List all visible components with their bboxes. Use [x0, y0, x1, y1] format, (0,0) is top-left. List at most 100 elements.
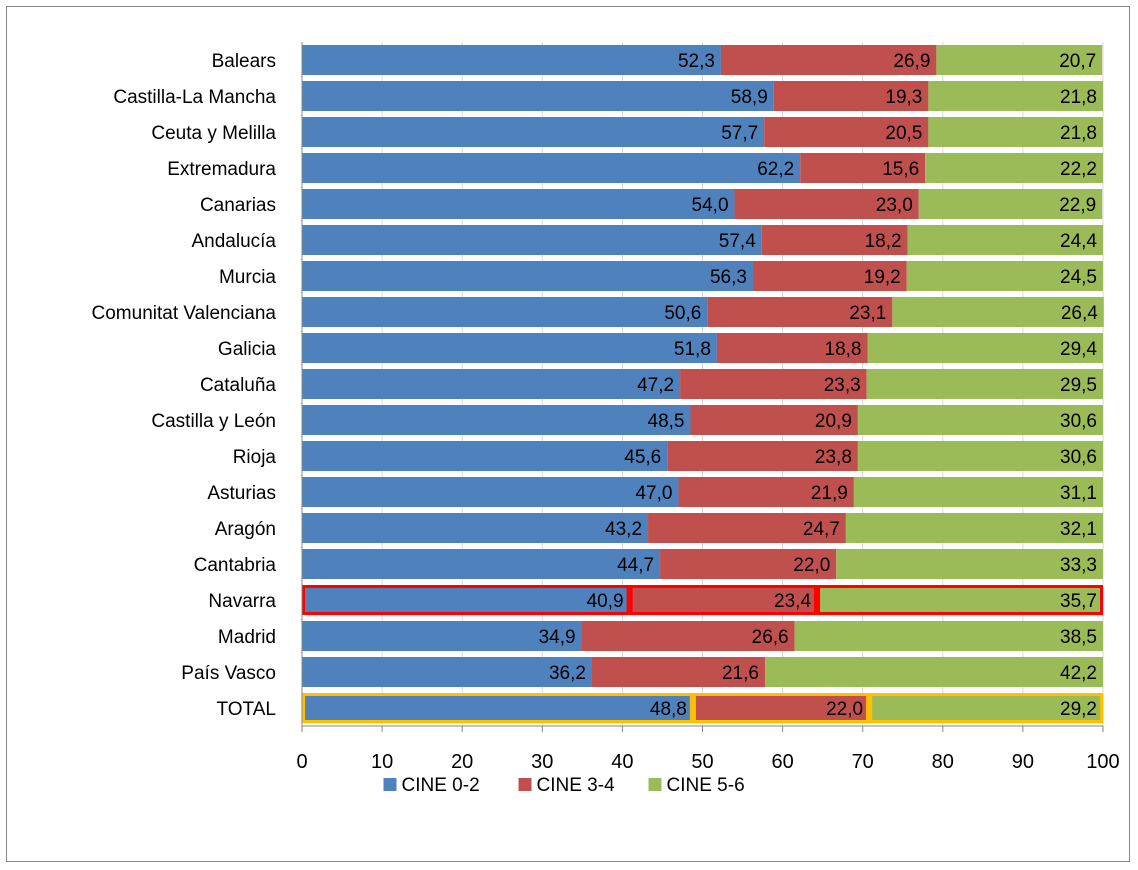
- data-label: 35,7: [1060, 591, 1097, 612]
- bar-segment: [845, 513, 1103, 543]
- bar-segment: [906, 261, 1103, 291]
- stacked-bar-chart: Balears 52,3 26,9 20,7 Castilla-La Mancha 58,…: [92, 42, 1120, 796]
- bar-segment: [302, 549, 661, 579]
- bar-segment: [660, 549, 837, 579]
- highlight-box: [302, 585, 630, 615]
- bar-segment: [869, 693, 1103, 723]
- category-label: Asturias: [207, 483, 276, 504]
- bar-segment: [302, 81, 774, 111]
- data-label: 24,5: [1060, 267, 1097, 288]
- bar-segment: [764, 117, 929, 147]
- bar-segment: [302, 405, 691, 435]
- data-label: 47,2: [637, 375, 674, 396]
- category-label: Ceuta y Melilla: [151, 123, 276, 144]
- data-label: 34,9: [539, 627, 576, 648]
- bar-segment: [629, 585, 818, 615]
- bar-segment: [853, 477, 1103, 507]
- category-label: Aragón: [215, 519, 276, 540]
- data-label: 23,1: [849, 303, 886, 324]
- bar-segment: [773, 81, 929, 111]
- bar-segment: [302, 297, 708, 327]
- data-label: 15,6: [882, 159, 919, 180]
- bar-segment: [734, 189, 919, 219]
- category-label: País Vasco: [181, 663, 276, 684]
- bar-segment: [857, 441, 1103, 471]
- bar-segment: [764, 657, 1103, 687]
- bar-segment: [302, 441, 668, 471]
- bar-segment: [591, 657, 765, 687]
- data-label: 29,5: [1060, 375, 1097, 396]
- bar-segment: [678, 477, 854, 507]
- bar-segment: [648, 513, 846, 543]
- bar-segment: [302, 117, 765, 147]
- bar-segment: [302, 513, 649, 543]
- bar-segment: [836, 549, 1103, 579]
- bar-segment: [302, 153, 801, 183]
- x-tick-label: 100: [1086, 751, 1119, 773]
- bar-segment: [302, 585, 630, 615]
- category-label: Madrid: [218, 627, 276, 648]
- bar-segment: [302, 261, 753, 291]
- data-label: 57,4: [719, 231, 756, 252]
- bar-segment: [800, 153, 926, 183]
- category-label: Castilla-La Mancha: [113, 87, 276, 108]
- data-label: 50,6: [664, 303, 701, 324]
- bar-segment: [752, 261, 907, 291]
- x-tick-label: 10: [371, 751, 393, 773]
- data-label: 26,4: [1061, 303, 1098, 324]
- bar-segment: [302, 657, 592, 687]
- data-label: 40,9: [587, 591, 624, 612]
- data-label: 52,3: [678, 51, 715, 72]
- data-label: 23,8: [815, 447, 852, 468]
- x-tick-label: 30: [531, 751, 553, 773]
- bar-segment: [302, 621, 582, 651]
- bar-segment: [707, 297, 893, 327]
- data-label: 24,4: [1060, 231, 1097, 252]
- data-label: 48,5: [648, 411, 685, 432]
- data-label: 21,6: [722, 663, 759, 684]
- bar-segment: [716, 333, 868, 363]
- data-label: 44,7: [617, 555, 654, 576]
- data-label: 20,7: [1059, 51, 1096, 72]
- x-tick-label: 80: [932, 751, 954, 773]
- bar-segment: [302, 45, 721, 75]
- bar-segment: [892, 297, 1104, 327]
- data-label: 18,8: [825, 339, 862, 360]
- bar-segment: [817, 585, 1103, 615]
- data-label: 57,7: [721, 123, 758, 144]
- bar-segment: [907, 225, 1103, 255]
- x-tick-label: 40: [611, 751, 633, 773]
- data-label: 23,3: [824, 375, 861, 396]
- data-label: 58,9: [731, 87, 768, 108]
- category-label: Comunitat Valenciana: [92, 303, 277, 324]
- data-label: 30,6: [1060, 447, 1097, 468]
- x-tick-label: 20: [451, 751, 473, 773]
- category-label: Castilla y León: [151, 411, 276, 432]
- data-label: 32,1: [1060, 519, 1097, 540]
- x-tick-label: 60: [771, 751, 793, 773]
- bar-segment: [928, 81, 1103, 111]
- category-label: Cantabria: [194, 555, 277, 576]
- data-label: 26,6: [752, 627, 789, 648]
- highlight-box: [629, 585, 818, 615]
- category-label: Galicia: [218, 339, 277, 360]
- data-label: 29,4: [1060, 339, 1097, 360]
- data-label: 30,6: [1060, 411, 1097, 432]
- data-label: 45,6: [624, 447, 661, 468]
- highlight-box: [817, 585, 1104, 615]
- data-label: 47,0: [635, 483, 672, 504]
- data-label: 54,0: [692, 195, 729, 216]
- data-label: 21,8: [1060, 123, 1097, 144]
- data-label: 42,2: [1060, 663, 1097, 684]
- bar-segment: [667, 441, 858, 471]
- data-label: 22,9: [1059, 195, 1096, 216]
- bar-segment: [857, 405, 1103, 435]
- data-label: 20,5: [885, 123, 922, 144]
- x-tick-label: 0: [296, 751, 307, 773]
- bar-segment: [302, 225, 762, 255]
- bar-segment: [302, 333, 717, 363]
- data-label: 33,3: [1060, 555, 1097, 576]
- data-label: 36,2: [549, 663, 586, 684]
- data-label: 23,4: [774, 591, 811, 612]
- legend-swatch: [518, 778, 532, 791]
